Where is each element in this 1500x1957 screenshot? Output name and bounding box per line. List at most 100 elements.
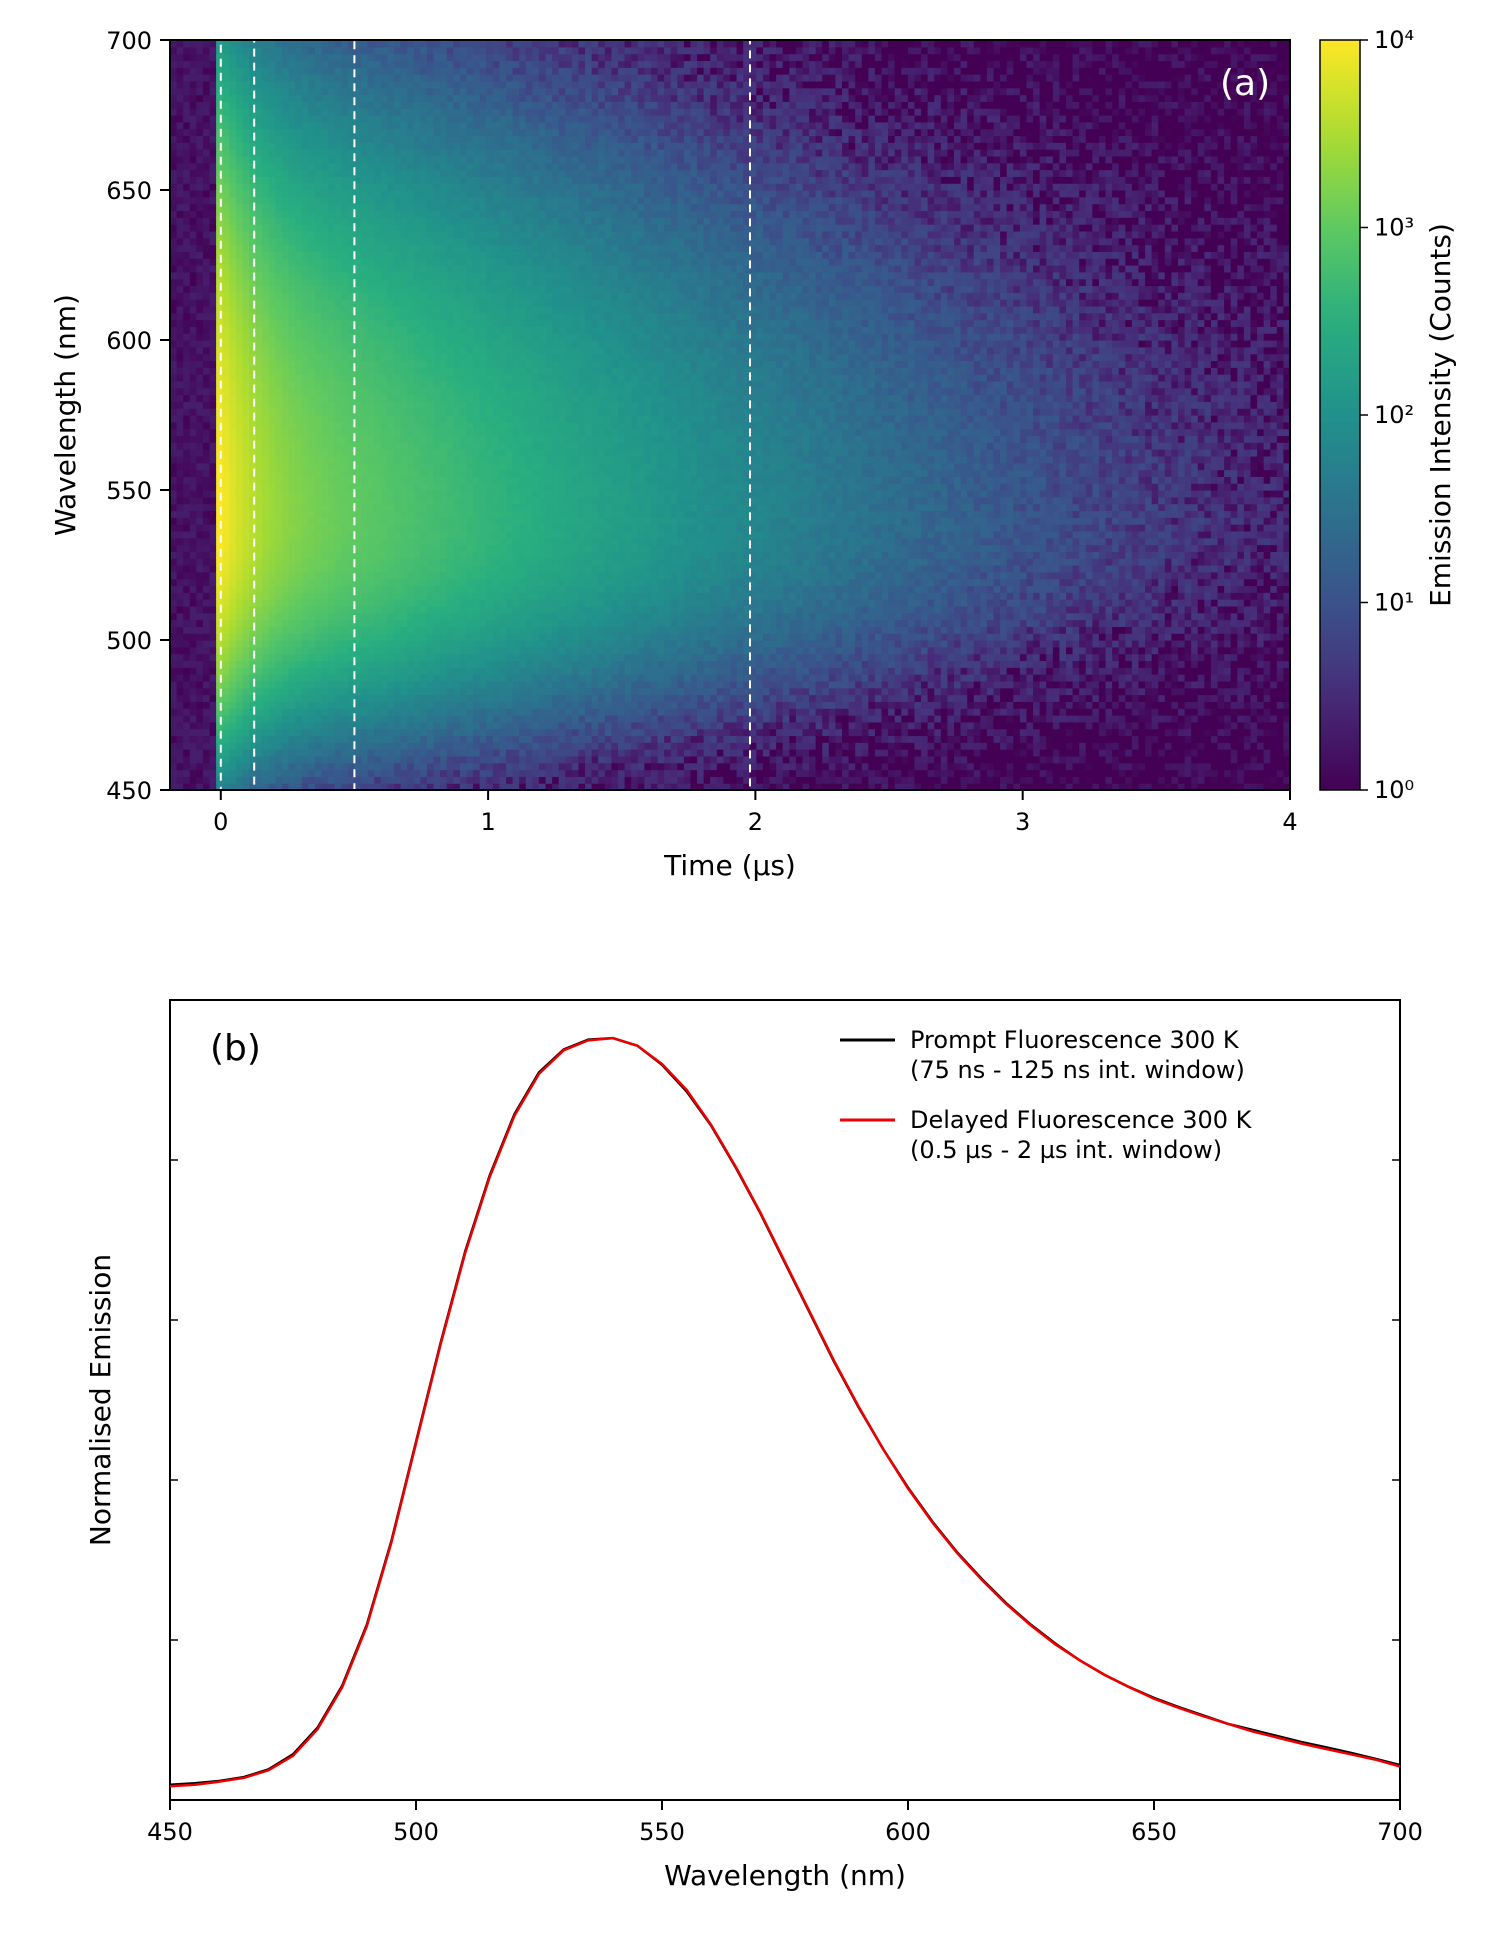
heatmap-cell (302, 415, 309, 422)
heatmap-cell (387, 463, 394, 470)
heatmap-cell (315, 749, 322, 756)
heatmap-cell (381, 279, 388, 286)
heatmap-cell (262, 74, 269, 81)
heatmap-cell (216, 251, 223, 258)
heatmap-cell (354, 763, 361, 770)
heatmap-cell (420, 579, 427, 586)
heatmap-cell (170, 660, 177, 667)
heatmap-cell (242, 285, 249, 292)
heatmap-cell (420, 115, 427, 122)
heatmap-cell (453, 545, 460, 552)
heatmap-cell (282, 415, 289, 422)
heatmap-cell (335, 504, 342, 511)
heatmap-cell (302, 320, 309, 327)
heatmap-cell (414, 190, 421, 197)
heatmap-cell (289, 565, 296, 572)
heatmap-cell (196, 183, 203, 190)
heatmap-cell (196, 531, 203, 538)
heatmap-cell (223, 190, 230, 197)
heatmap-cell (223, 217, 230, 224)
heatmap-cell (447, 231, 454, 238)
heatmap-cell (249, 742, 256, 749)
heatmap-cell (381, 101, 388, 108)
heatmap-cell (322, 483, 329, 490)
heatmap-cell (322, 626, 329, 633)
heatmap-cell (414, 524, 421, 531)
heatmap-cell (242, 456, 249, 463)
heatmap-cell (361, 306, 368, 313)
heatmap-cell (453, 163, 460, 170)
heatmap-cell (190, 490, 197, 497)
heatmap-cell (236, 599, 243, 606)
heatmap-cell (361, 490, 368, 497)
heatmap-cell (368, 340, 375, 347)
heatmap-cell (447, 170, 454, 177)
heatmap-cell (190, 190, 197, 197)
heatmap-cell (275, 197, 282, 204)
heatmap-cell (216, 565, 223, 572)
heatmap-cell (440, 551, 447, 558)
heatmap-cell (203, 504, 210, 511)
heatmap-cell (460, 190, 467, 197)
heatmap-cell (256, 67, 263, 74)
heatmap-cell (387, 681, 394, 688)
heatmap-cell (407, 524, 414, 531)
heatmap-cell (387, 599, 394, 606)
heatmap-cell (328, 190, 335, 197)
heatmap-cell (242, 381, 249, 388)
heatmap-cell (407, 285, 414, 292)
heatmap-cell (414, 579, 421, 586)
heatmap-cell (453, 497, 460, 504)
heatmap-cell (177, 122, 184, 129)
heatmap-cell (203, 292, 210, 299)
heatmap-cell (282, 374, 289, 381)
heatmap-cell (361, 360, 368, 367)
heatmap-cell (374, 122, 381, 129)
heatmap-cell (308, 88, 315, 95)
heatmap-cell (302, 620, 309, 627)
heatmap-cell (368, 306, 375, 313)
heatmap-cell (289, 272, 296, 279)
heatmap-cell (427, 122, 434, 129)
heatmap-cell (328, 333, 335, 340)
heatmap-cell (354, 333, 361, 340)
heatmap-cell (308, 272, 315, 279)
heatmap-cell (374, 251, 381, 258)
heatmap-cell (210, 88, 217, 95)
heatmap-cell (190, 606, 197, 613)
heatmap-cell (447, 722, 454, 729)
heatmap-cell (420, 722, 427, 729)
heatmap-cell (434, 504, 441, 511)
heatmap-cell (196, 483, 203, 490)
heatmap-cell (447, 770, 454, 777)
heatmap-cell (289, 647, 296, 654)
heatmap-cell (236, 176, 243, 183)
heatmap-cell (387, 640, 394, 647)
heatmap-cell (322, 40, 329, 47)
heatmap-cell (177, 292, 184, 299)
heatmap-cell (196, 395, 203, 402)
heatmap-cell (177, 483, 184, 490)
heatmap-cell (289, 449, 296, 456)
heatmap-cell (414, 285, 421, 292)
heatmap-cell (335, 524, 342, 531)
heatmap-cell (368, 163, 375, 170)
heatmap-cell (216, 81, 223, 88)
heatmap-cell (427, 688, 434, 695)
heatmap-cell (394, 770, 401, 777)
heatmap-cell (374, 313, 381, 320)
heatmap-cell (223, 408, 230, 415)
heatmap-cell (407, 490, 414, 497)
heatmap-cell (460, 695, 467, 702)
heatmap-cell (407, 354, 414, 361)
heatmap-cell (407, 272, 414, 279)
heatmap-cell (460, 54, 467, 61)
heatmap-cell (190, 476, 197, 483)
heatmap-cell (315, 190, 322, 197)
heatmap-cell (170, 299, 177, 306)
heatmap-cell (381, 504, 388, 511)
heatmap-cell (420, 217, 427, 224)
heatmap-cell (289, 129, 296, 136)
heatmap-cell (440, 408, 447, 415)
heatmap-cell (308, 674, 315, 681)
